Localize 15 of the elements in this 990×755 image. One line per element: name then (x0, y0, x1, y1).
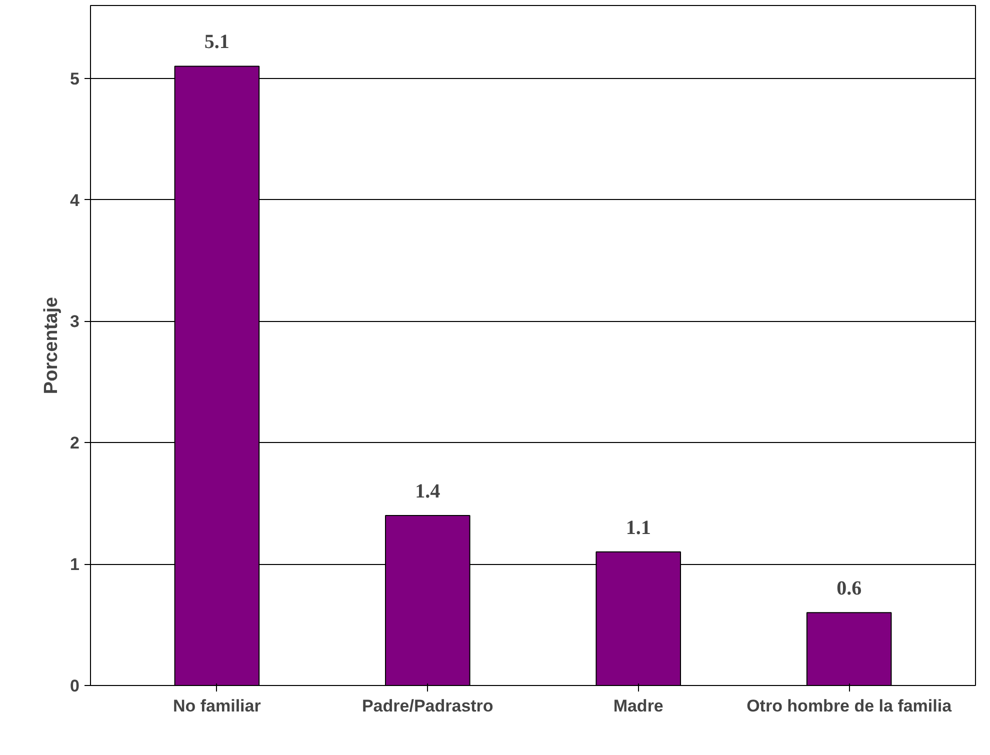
data-label: 1.1 (626, 516, 651, 539)
y-tick-label: 3 (70, 312, 80, 332)
data-label: 5.1 (204, 31, 230, 54)
y-tick-label: 5 (70, 69, 80, 88)
data-label: 1.4 (415, 480, 440, 502)
x-tick-label: No familiar (173, 696, 262, 716)
data-label: 0.6 (836, 578, 862, 600)
x-tick-label: Otro hombre de la familia (746, 696, 952, 716)
y-tick-label: 4 (70, 190, 80, 210)
x-tick-label: Padre/Padrastro (362, 696, 494, 716)
y-tick-label: 2 (70, 434, 80, 453)
y-axis-title: Porcentaje (41, 296, 62, 394)
y-tick-label: 0 (70, 676, 80, 696)
x-tick-label: Madre (613, 696, 664, 716)
y-tick-label: 1 (70, 555, 80, 574)
